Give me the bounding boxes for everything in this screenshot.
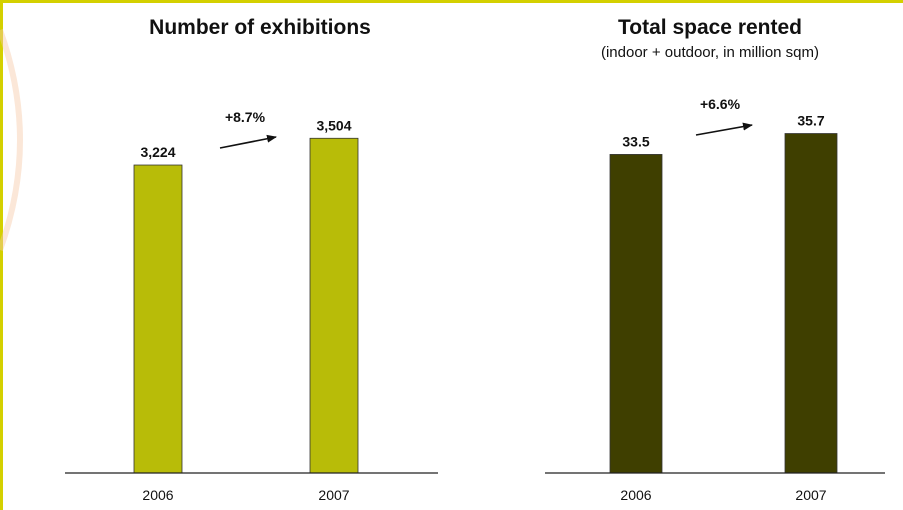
chart-2-subtitle: (indoor + outdoor, in million sqm)	[600, 44, 820, 61]
chart-2-title: Total space rented	[618, 16, 802, 39]
chart-2-bar-2006	[609, 154, 663, 474]
chart-1-value-label-2006: 3,224	[140, 144, 175, 160]
chart-2-value-label-2006: 33.5	[622, 133, 649, 149]
chart-1-value-label-2007: 3,504	[316, 117, 351, 133]
chart-1-bar-2006	[133, 164, 183, 474]
slide-frame-top-border	[0, 0, 903, 3]
chart-1-growth-label: +8.7%	[225, 109, 266, 125]
chart-1-tick-label-2006: 2006	[142, 487, 173, 503]
chart-1-bar-2007	[309, 137, 359, 474]
chart-1-title: Number of exhibitions	[149, 16, 371, 39]
decorative-arc	[0, 28, 23, 252]
chart-2-tick-label-2007: 2007	[795, 487, 826, 503]
chart-2-value-label-2007: 35.7	[797, 113, 824, 129]
chart-1-growth-arrow-icon	[219, 134, 277, 149]
chart-2-growth-arrow-icon	[695, 122, 753, 136]
chart-2-tick-label-2006: 2006	[620, 487, 651, 503]
chart-1-tick-label-2007: 2007	[318, 487, 349, 503]
slide-frame-left-border	[0, 0, 3, 510]
chart-2-growth-label: +6.6%	[700, 96, 741, 112]
exhibitions-bar-chart: 3,224 2006 3,504 2007 +8.7%	[65, 109, 438, 503]
chart-2-bar-2007	[784, 133, 838, 474]
